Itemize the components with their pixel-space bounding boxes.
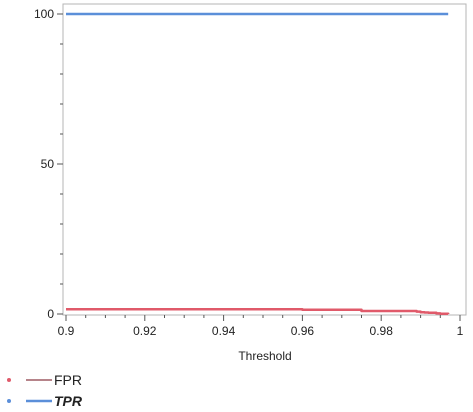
x-tick-label: 0.96 [291,324,315,338]
legend-marker-fpr [7,378,11,382]
legend-label-tpr: TPR [54,393,83,409]
y-axis: 0 50 100 [34,7,63,321]
legend: FPR TPR [7,372,83,409]
series-layer [66,12,450,315]
x-axis-title: Threshold [238,349,291,363]
x-tick-label: 0.98 [370,324,394,338]
x-tick-label: 0.9 [58,324,75,338]
x-tick-label: 0.94 [212,324,236,338]
plot-frame [62,3,467,316]
y-tick-label: 100 [34,7,54,21]
series-line-fpr [66,307,450,315]
y-tick-label: 50 [41,157,55,171]
y-tick-label: 0 [47,307,54,321]
x-tick-label: 1 [457,324,464,338]
legend-marker-tpr [7,399,11,403]
legend-label-fpr: FPR [54,372,82,388]
x-tick-label: 0.92 [133,324,157,338]
x-axis: 0.9 0.92 0.94 0.96 0.98 1 [58,315,464,338]
